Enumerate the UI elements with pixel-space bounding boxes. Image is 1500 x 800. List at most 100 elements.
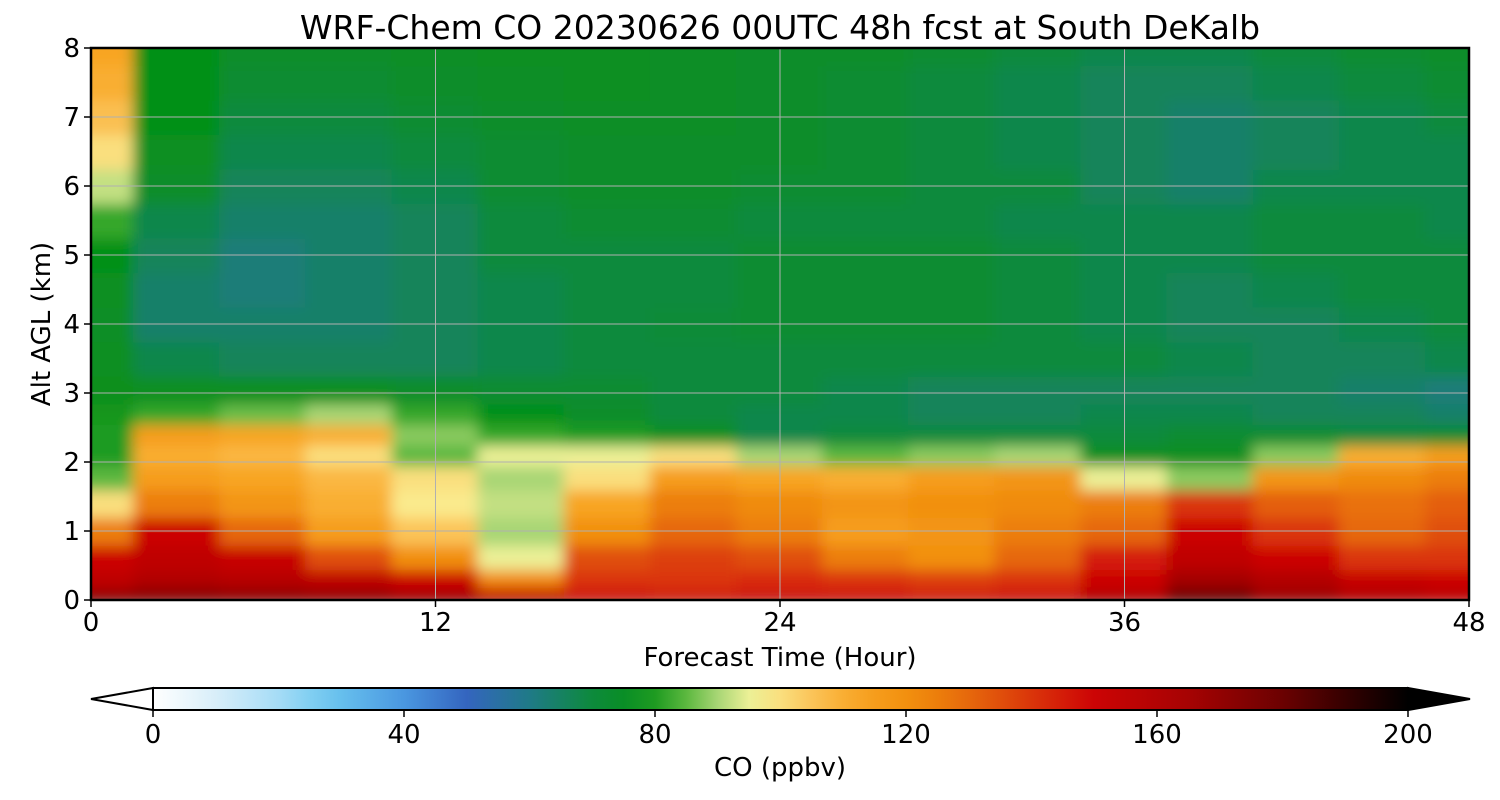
heatmap-cell [563, 340, 652, 377]
heatmap-cell [908, 595, 997, 600]
heatmap-cell [563, 64, 652, 101]
heatmap-cell [994, 64, 1083, 101]
heatmap-cell [1424, 271, 1469, 308]
heatmap-cell [1252, 402, 1341, 426]
heatmap-cell [1424, 133, 1469, 170]
heatmap-cell [822, 488, 911, 519]
heatmap-cell [1338, 402, 1427, 426]
colorbar-tick-label: 160 [1132, 720, 1182, 750]
heatmap-cell [1338, 202, 1427, 239]
heatmap-cell [305, 340, 394, 377]
heatmap-cell [477, 202, 566, 239]
heatmap-cell [908, 374, 997, 405]
heatmap-cell [91, 64, 136, 101]
heatmap-cell [477, 567, 566, 588]
heatmap-cell [219, 202, 308, 239]
heatmap-cell [91, 340, 136, 377]
heatmap-cell [91, 567, 136, 588]
heatmap-cell [477, 48, 566, 67]
heatmap-cell [994, 595, 1083, 600]
heatmap-cell [908, 543, 997, 570]
heatmap-cell [994, 585, 1083, 598]
heatmap-cell [1424, 340, 1469, 377]
x-tick-label: 36 [1108, 608, 1141, 638]
heatmap-cell [477, 64, 566, 101]
heatmap-cell [908, 271, 997, 308]
colorbar-tick-label: 200 [1383, 720, 1433, 750]
heatmap-cell [649, 543, 738, 570]
heatmap-cell [1338, 488, 1427, 519]
heatmap-cell [133, 443, 222, 467]
heatmap-cell [1338, 340, 1427, 377]
heatmap-cell [908, 64, 997, 101]
heatmap-cell [1424, 374, 1469, 405]
heatmap-cell [1338, 423, 1427, 446]
heatmap-cell [649, 64, 738, 101]
heatmap-cell [1338, 48, 1427, 67]
heatmap-cell [908, 585, 997, 598]
heatmap-cell [994, 402, 1083, 426]
heatmap-cell [994, 48, 1083, 67]
heatmap-cell [477, 464, 566, 491]
heatmap-cell [133, 271, 222, 308]
heatmap-cell [91, 443, 136, 467]
heatmap-cell [477, 488, 566, 519]
heatmap-cell [908, 202, 997, 239]
heatmap-cell [133, 48, 222, 67]
heatmap-cell [563, 402, 652, 426]
heatmap-cell [219, 443, 308, 467]
heatmap-cell [219, 567, 308, 588]
heatmap-cell [1166, 202, 1255, 239]
heatmap-cell [563, 48, 652, 67]
heatmap-cell [649, 585, 738, 598]
heatmap-cell [994, 443, 1083, 467]
colorbar-frame [152, 687, 1409, 711]
heatmap-cell [822, 464, 911, 491]
heatmap-cell [91, 595, 136, 600]
heatmap-cell [305, 464, 394, 491]
heatmap-cell [219, 585, 308, 598]
x-axis: 0 12 24 36 48 [83, 600, 1486, 638]
x-tick-label: 0 [83, 608, 100, 638]
heatmap-cell [649, 567, 738, 588]
heatmap-cell [305, 202, 394, 239]
heatmap-cell [563, 423, 652, 446]
heatmap-cell [1424, 48, 1469, 67]
heatmap-cell [994, 133, 1083, 170]
heatmap-cell [1252, 374, 1341, 405]
heatmap-cell [133, 543, 222, 570]
heatmap-cell [1166, 340, 1255, 377]
heatmap-cell [477, 340, 566, 377]
heatmap-cell [91, 464, 136, 491]
heatmap-cell [822, 271, 911, 308]
heatmap-cell [91, 271, 136, 308]
heatmap-cell [994, 423, 1083, 446]
heatmap-cell [822, 595, 911, 600]
heatmap-cell [477, 423, 566, 446]
heatmap-cell [649, 133, 738, 170]
heatmap-cell [91, 423, 136, 446]
heatmap-cell [649, 488, 738, 519]
heatmap-cell [91, 585, 136, 598]
heatmap-cell [649, 202, 738, 239]
heatmap-cell [305, 423, 394, 446]
heatmap-cell [305, 595, 394, 600]
heatmap-cell [1252, 595, 1341, 600]
heatmap-cell [649, 340, 738, 377]
heatmap-cell [1338, 543, 1427, 570]
heatmap-cell [305, 402, 394, 426]
heatmap-cell [649, 595, 738, 600]
heatmap-cell [563, 133, 652, 170]
y-tick-label: 5 [63, 241, 80, 271]
heatmap-cell [219, 271, 308, 308]
heatmap-cell [908, 443, 997, 467]
heatmap-cell [649, 402, 738, 426]
heatmap-cell [822, 423, 911, 446]
heatmap-cell [1424, 423, 1469, 446]
heatmap-cell [908, 488, 997, 519]
heatmap-cell [91, 543, 136, 570]
heatmap-cell [133, 64, 222, 101]
heatmap-cell [1252, 443, 1341, 467]
heatmap-cell [822, 543, 911, 570]
